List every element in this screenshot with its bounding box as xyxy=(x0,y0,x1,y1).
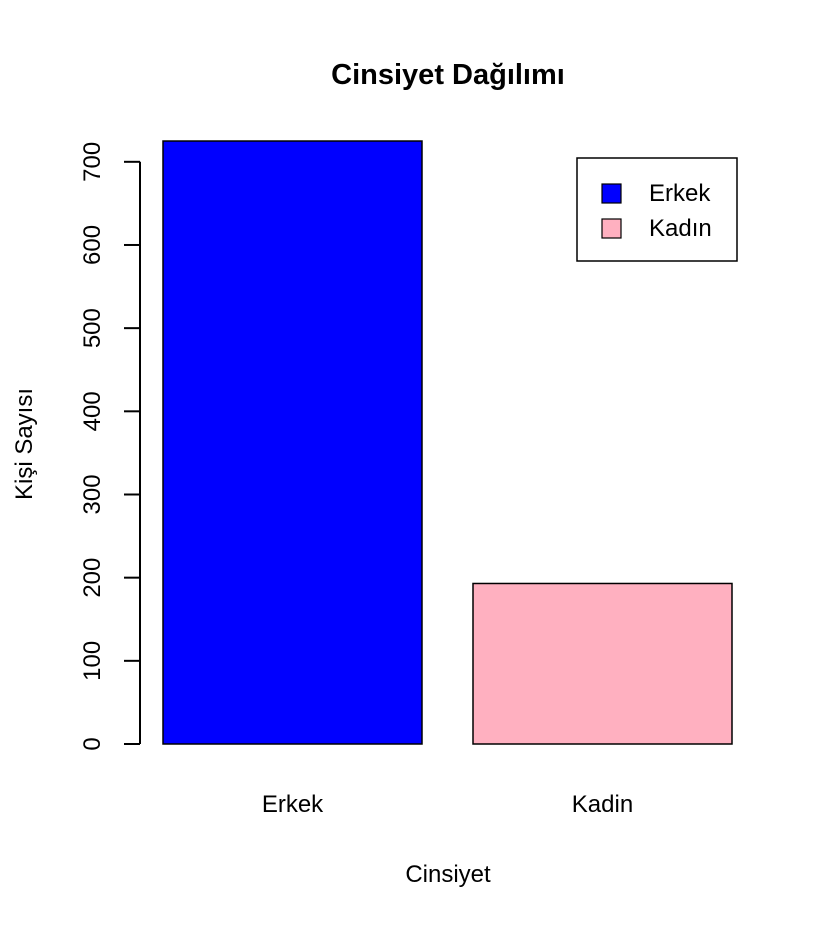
y-tick-label: 0 xyxy=(79,737,106,750)
bar-kadin xyxy=(472,582,733,745)
x-tick-labels: Erkek Kadin xyxy=(262,791,633,818)
legend-entry-label: Kadın xyxy=(649,215,712,242)
legend-entry-label: Erkek xyxy=(649,180,711,207)
legend: Erkek Kadın xyxy=(576,157,738,262)
y-tick-label: 700 xyxy=(79,142,106,182)
bars-group xyxy=(162,140,733,745)
legend-swatch xyxy=(601,183,622,204)
legend-box xyxy=(576,157,738,262)
x-axis-label: Cinsiyet xyxy=(405,861,491,888)
y-axis-label: Kişi Sayısı xyxy=(11,388,38,500)
y-tick-label: 200 xyxy=(79,558,106,598)
y-tick-label: 300 xyxy=(79,474,106,514)
x-tick-label: Erkek xyxy=(262,791,324,818)
y-tick-label: 600 xyxy=(79,225,106,265)
chart-title: Cinsiyet Dağılımı xyxy=(331,59,565,91)
y-tick-label: 500 xyxy=(79,308,106,348)
x-tick-label: Kadin xyxy=(572,791,633,818)
y-tick-label: 100 xyxy=(79,641,106,681)
y-tick-label: 400 xyxy=(79,391,106,431)
y-axis: 0 100 200 300 400 500 600 700 xyxy=(79,142,141,751)
legend-swatch xyxy=(601,218,622,239)
bar-erkek xyxy=(162,140,423,745)
